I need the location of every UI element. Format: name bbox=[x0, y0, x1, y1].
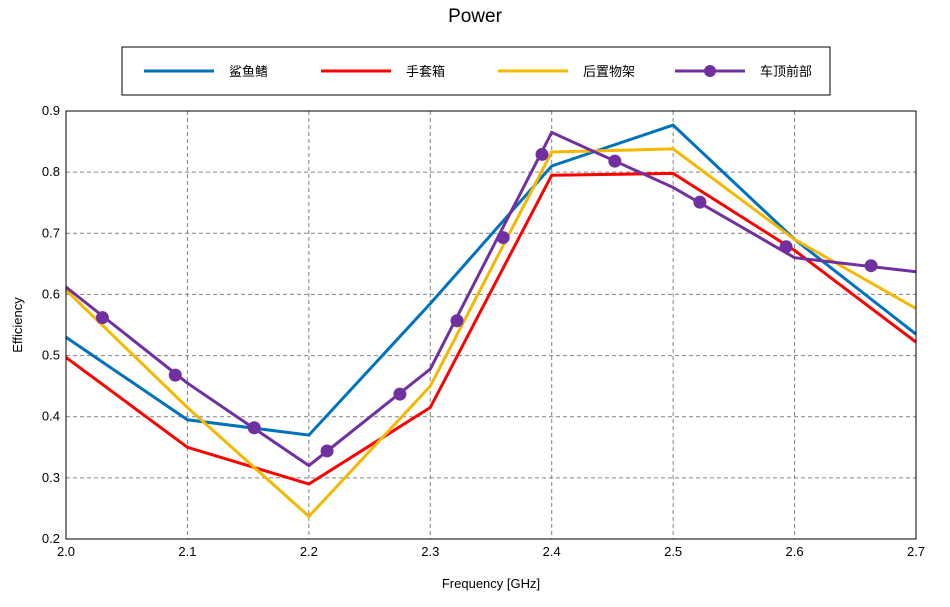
legend-label: 后置物架 bbox=[583, 64, 635, 79]
series-line bbox=[64, 147, 917, 519]
legend-label: 手套箱 bbox=[406, 64, 445, 79]
x-tick-label: 2.6 bbox=[786, 544, 804, 559]
y-tick-label: 0.3 bbox=[42, 470, 60, 485]
series-marker bbox=[693, 195, 707, 209]
grid bbox=[66, 111, 916, 539]
x-tick-label: 2.5 bbox=[664, 544, 682, 559]
series-marker bbox=[450, 314, 464, 328]
legend-marker bbox=[704, 65, 716, 77]
y-axis-label: Efficiency bbox=[10, 297, 25, 353]
y-tick-label: 0.9 bbox=[42, 103, 60, 118]
plot-frame bbox=[65, 110, 917, 540]
legend-label: 鲨鱼鳍 bbox=[229, 64, 268, 79]
x-tick-labels: 2.0 2.1 2.2 2.3 2.4 2.5 2.6 2.7 bbox=[57, 544, 925, 559]
series-marker bbox=[320, 444, 334, 458]
x-tick-label: 2.7 bbox=[907, 544, 925, 559]
x-tick-label: 2.3 bbox=[421, 544, 439, 559]
x-tick-label: 2.2 bbox=[300, 544, 318, 559]
series-line bbox=[65, 130, 917, 468]
x-tick-label: 2.1 bbox=[178, 544, 196, 559]
x-tick-label: 2.0 bbox=[57, 544, 75, 559]
y-tick-label: 0.2 bbox=[42, 531, 60, 546]
y-tick-label: 0.6 bbox=[42, 286, 60, 301]
series-marker bbox=[864, 259, 878, 273]
x-tick-label: 2.4 bbox=[543, 544, 561, 559]
series-marker bbox=[496, 231, 510, 245]
series-group bbox=[64, 123, 917, 519]
y-tick-label: 0.4 bbox=[42, 409, 60, 424]
legend: 鲨鱼鳍 手套箱 后置物架 车顶前部 bbox=[121, 46, 831, 96]
y-tick-label: 0.5 bbox=[42, 348, 60, 363]
series-line bbox=[65, 123, 917, 437]
series-marker bbox=[393, 387, 407, 401]
series-marker bbox=[779, 240, 793, 254]
y-tick-label: 0.8 bbox=[42, 164, 60, 179]
series-line bbox=[65, 171, 917, 486]
series-marker bbox=[608, 154, 622, 168]
y-tick-labels: 0.2 0.3 0.4 0.5 0.6 0.7 0.8 0.9 bbox=[42, 103, 60, 546]
series-marker bbox=[247, 421, 261, 435]
legend-label: 车顶前部 bbox=[760, 64, 812, 79]
y-tick-label: 0.7 bbox=[42, 225, 60, 240]
x-axis-label: Frequency [GHz] bbox=[442, 576, 540, 591]
series-marker bbox=[168, 368, 182, 382]
chart-title: Power bbox=[448, 6, 503, 27]
series-marker bbox=[535, 147, 549, 161]
series-marker bbox=[95, 311, 109, 325]
